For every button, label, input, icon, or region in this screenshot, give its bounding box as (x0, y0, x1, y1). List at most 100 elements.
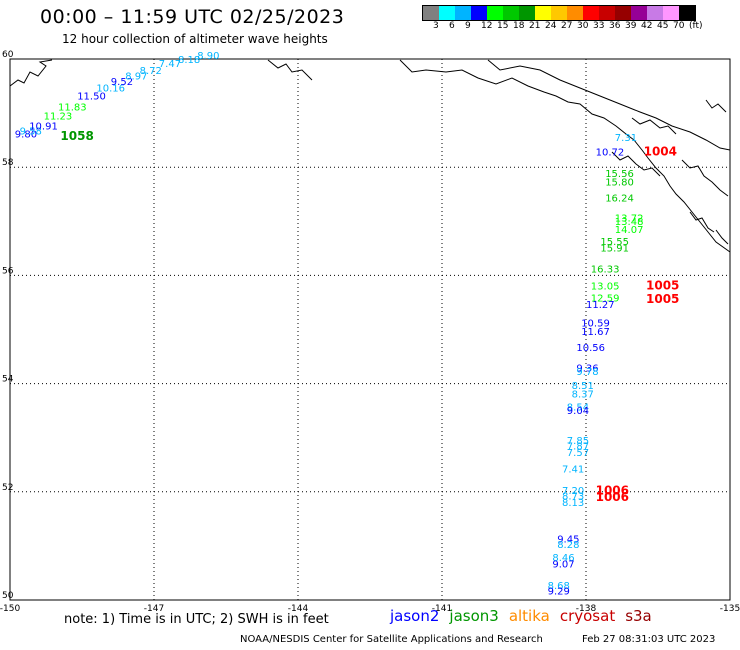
color-swatch (567, 6, 583, 20)
wave-height-label: 8.51 (572, 381, 594, 392)
wave-height-label: 8.68 (548, 581, 570, 592)
satellite-legend-jason2: jason2 (390, 607, 440, 625)
longitude-tick-label: -141 (432, 604, 452, 614)
wave-height-label: 15.55 (600, 237, 629, 248)
wave-height-label: 8.73 (562, 491, 584, 502)
coastline (631, 117, 677, 135)
wave-height-label: 9.29 (548, 587, 570, 598)
scale-label: 9 (465, 21, 471, 31)
coastline (487, 59, 731, 151)
latitude-tick-label: 54 (2, 375, 14, 385)
wave-height-label: 13.05 (591, 281, 620, 292)
coastline (399, 59, 731, 253)
scale-label: 27 (561, 21, 573, 31)
scale-unit: (ft) (689, 21, 703, 31)
wave-height-label: 16.24 (605, 193, 634, 204)
scale-label: 36 (609, 21, 621, 31)
map-title: 00:00 – 11:59 UTC 02/25/2023 (40, 6, 345, 28)
wave-height-label: 7.31 (615, 133, 637, 144)
scale-label: 12 (481, 21, 493, 31)
color-swatch (679, 6, 695, 20)
wave-height-label: 11.23 (44, 112, 73, 123)
wave-height-label: 8.54 (567, 403, 589, 414)
wave-height-label: 12.59 (591, 293, 620, 304)
color-swatch (615, 6, 631, 20)
pressure-label: 1005 (646, 292, 679, 306)
wave-height-label: 9.78 (576, 367, 598, 378)
wave-height-label: 10.56 (576, 343, 605, 354)
longitude-tick-label: -150 (0, 604, 20, 614)
wave-height-label: 11.27 (586, 300, 615, 311)
coastline (611, 151, 661, 177)
satellite-legend-altika: altika (508, 607, 550, 625)
pressure-label: 1058 (60, 129, 93, 143)
pressure-label: 1004 (644, 144, 677, 158)
wave-height-label: 7.47 (159, 59, 181, 70)
wave-height-label: 8.13 (562, 498, 584, 509)
wave-height-label: 10.72 (596, 147, 625, 158)
latitude-tick-label: 58 (2, 158, 14, 168)
scale-label: 30 (577, 21, 589, 31)
generated-timestamp: Feb 27 08:31:03 UTC 2023 (582, 634, 716, 645)
wave-height-label: 11.83 (58, 102, 87, 113)
color-swatch (455, 6, 471, 20)
longitude-tick-label: -144 (288, 604, 309, 614)
wave-height-label: 8.18 (178, 55, 200, 66)
wave-height-label: 10.16 (96, 83, 125, 94)
scale-label: 21 (529, 21, 541, 31)
scale-label: 39 (625, 21, 637, 31)
scale-label: 18 (513, 21, 525, 31)
satellite-legend-jason3: jason3 (449, 607, 499, 625)
wave-height-label: 9.80 (15, 129, 37, 140)
wave-height-label: 9.45 (557, 535, 579, 546)
wave-height-label: 9.04 (567, 406, 589, 417)
map-subtitle: 12 hour collection of altimeter wave hei… (62, 32, 328, 46)
color-swatch (551, 6, 567, 20)
wave-height-label: 7.85 (567, 436, 589, 447)
wave-height-label: 13.48 (615, 217, 644, 228)
satellite-legend-cryosat: cryosat (559, 607, 616, 625)
pressure-label: 1006 (596, 484, 629, 498)
footer-note: note: 1) Time is in UTC; 2) SWH is in fe… (64, 612, 329, 627)
wave-height-label: 8.28 (557, 540, 579, 551)
scale-label: 6 (449, 21, 455, 31)
scale-label: 3 (433, 21, 439, 31)
scale-label: 42 (641, 21, 653, 31)
wave-height-label: 15.80 (605, 178, 634, 189)
wave-height-label: 8.46 (552, 553, 574, 564)
wave-height-label: 11.50 (77, 92, 106, 103)
latitude-tick-label: 52 (2, 483, 13, 493)
wave-height-label: 16.33 (591, 265, 620, 276)
color-swatch (487, 6, 503, 20)
wave-height-label: 9.36 (576, 364, 598, 375)
scale-label: 70 (673, 21, 685, 31)
color-swatch (439, 6, 455, 20)
wave-height-label: 7.57 (567, 448, 589, 459)
scale-label: 15 (497, 21, 509, 31)
footer-credit: NOAA/NESDIS Center for Satellite Applica… (240, 634, 543, 645)
satellite-legend: jason2 jason3 altika cryosat s3a (390, 607, 662, 625)
longitude-tick-label: -147 (144, 604, 164, 614)
wave-height-label: 8.97 (125, 72, 147, 83)
wave-height-label: 7.20 (562, 486, 584, 497)
wave-height-label: 10.59 (581, 318, 610, 329)
wave-height-label: 9.52 (111, 77, 133, 88)
satellite-legend-s3a: s3a (625, 607, 652, 625)
color-swatch (519, 6, 535, 20)
coastline (9, 59, 53, 87)
color-swatch (663, 6, 679, 20)
scale-label: 33 (593, 21, 605, 31)
pressure-label: 1006 (596, 490, 629, 504)
wave-height-label: 13.72 (615, 213, 644, 224)
wave-height-label: 9.58 (20, 127, 42, 138)
color-swatch (423, 6, 439, 20)
wave-height-label: 11.67 (581, 327, 610, 338)
scale-label: 45 (657, 21, 669, 31)
coastline (681, 159, 729, 197)
scale-label: 24 (545, 21, 557, 31)
latitude-tick-label: 60 (2, 50, 14, 60)
longitude-tick-label: -138 (576, 604, 597, 614)
wave-height-label: 8.90 (197, 51, 219, 62)
